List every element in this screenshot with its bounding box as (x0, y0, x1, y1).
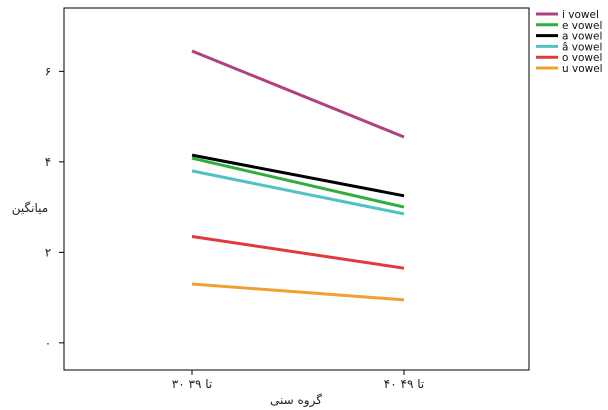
x-axis-title: گروه سنی (270, 393, 322, 408)
series-line-a-vowel (191, 153, 405, 198)
legend-label: â vowel (562, 41, 602, 53)
x-tick-label: ۳۰ تا ۳۹ (172, 377, 212, 391)
series-line-u-vowel (191, 282, 405, 302)
series-lines (191, 49, 405, 302)
y-axis: ۰ ۲ ۴ ۶ (45, 64, 64, 350)
y-tick-label: ۶ (45, 64, 51, 78)
plot-area (63, 7, 530, 371)
series-line-i-vowel (191, 49, 405, 139)
y-tick-label: ۲ (45, 245, 51, 259)
y-tick-label: ۰ (45, 336, 51, 350)
x-tick-label: ۴۰ تا ۴۹ (384, 377, 424, 391)
legend-label: o vowel (562, 52, 602, 64)
x-axis: ۳۰ تا ۳۹ ۴۰ تا ۴۹ (172, 370, 424, 391)
y-tick-label: ۴ (45, 155, 51, 169)
y-axis-title: میانگین (12, 201, 48, 216)
series-line-â-vowel (191, 169, 405, 216)
legend-label: a vowel (562, 31, 602, 43)
series-line-e-vowel (191, 156, 405, 209)
legend-label: e vowel (562, 20, 602, 32)
legend-label: i vowel (562, 9, 599, 21)
legend-label: u vowel (562, 63, 603, 75)
series-line-o-vowel (191, 235, 405, 270)
